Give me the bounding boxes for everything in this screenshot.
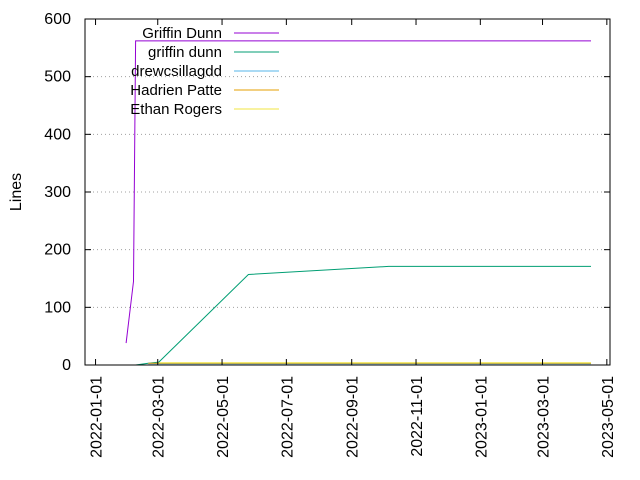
legend-label: Ethan Rogers: [130, 101, 222, 118]
y-tick-label: 0: [62, 357, 71, 374]
y-tick-label: 200: [44, 242, 71, 259]
y-tick-label: 100: [44, 299, 71, 316]
x-tick-label: 2023-05-01: [600, 376, 617, 458]
x-tick-label: 2023-01-01: [473, 376, 490, 458]
y-tick-label: 600: [44, 11, 71, 28]
x-tick-label: 2022-03-01: [151, 376, 168, 458]
y-axis-title: Lines: [8, 173, 25, 211]
y-tick-label: 400: [44, 126, 71, 143]
x-axis: 2022-01-01 2022-03-01 2022-05-01 2022-07-01…: [89, 19, 617, 458]
y-axis: 0 100 200 300 400 500 600: [44, 11, 610, 374]
x-tick-label: 2023-03-01: [536, 376, 553, 458]
x-tick-label: 2022-09-01: [345, 376, 362, 458]
series-line: [125, 40, 591, 344]
y-tick-label: 300: [44, 184, 71, 201]
x-tick-label: 2022-07-01: [279, 376, 296, 458]
x-tick-label: 2022-01-01: [89, 376, 106, 458]
legend-label: Hadrien Patte: [130, 82, 222, 99]
x-tick-label: 2022-11-01: [409, 376, 426, 457]
series-line: [135, 265, 591, 366]
legend-label: drewcsillagdd: [131, 63, 222, 80]
y-tick-label: 500: [44, 69, 71, 86]
legend: Griffin Dunn griffin dunn drewcsillagdd Had…: [130, 25, 279, 118]
legend-label: Griffin Dunn: [142, 25, 222, 42]
legend-label: griffin dunn: [148, 44, 222, 61]
x-tick-label: 2022-05-01: [215, 376, 232, 458]
